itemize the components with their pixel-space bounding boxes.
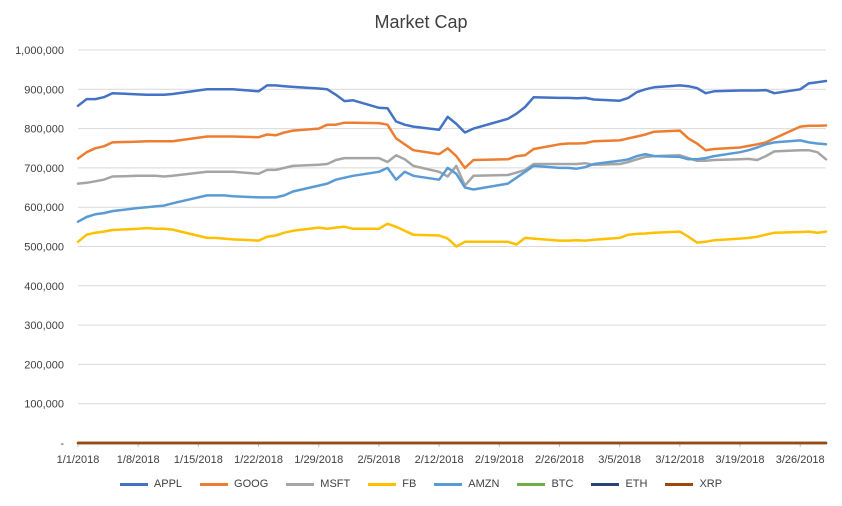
legend-item-appl: APPL: [119, 478, 183, 490]
y-tick-label: 600,000: [24, 202, 64, 214]
x-tick-label: 1/29/2018: [294, 454, 343, 466]
legend-label: FB: [402, 478, 417, 490]
legend-swatch: [119, 482, 148, 486]
x-tick-label: 3/5/2018: [598, 454, 641, 466]
legend-swatch: [434, 482, 463, 486]
series-line-goog: [76, 121, 828, 170]
legend-swatch: [665, 482, 694, 486]
y-tick-label: 500,000: [24, 242, 64, 254]
legend-swatch: [368, 482, 397, 486]
legend-item-eth: ETH: [591, 478, 647, 490]
x-tick-label: 1/22/2018: [234, 454, 283, 466]
x-tick-label: 2/12/2018: [415, 454, 464, 466]
y-tick-label: 100,000: [24, 399, 64, 411]
x-tick-label: 1/8/2018: [117, 454, 160, 466]
x-tick-label: 3/26/2018: [776, 454, 825, 466]
x-tick-label: 1/1/2018: [57, 454, 100, 466]
legend-label: AMZN: [468, 478, 500, 490]
legend-item-goog: GOOG: [200, 478, 268, 490]
legend-item-msft: MSFT: [286, 478, 350, 490]
y-tick-label: 200,000: [24, 359, 64, 371]
legend-item-btc: BTC: [517, 478, 573, 490]
chart-title: Market Cap: [374, 12, 468, 32]
legend-swatch: [591, 482, 620, 486]
x-tick-label: 3/12/2018: [655, 454, 704, 466]
y-tick-label: 900,000: [24, 84, 64, 96]
y-tick-label: 800,000: [24, 124, 64, 136]
legend-swatch: [200, 482, 229, 486]
x-tick-label: 2/19/2018: [475, 454, 524, 466]
x-tick-label: 3/19/2018: [716, 454, 765, 466]
legend-label: GOOG: [234, 478, 269, 490]
legend-swatch: [517, 482, 546, 486]
series-line-amzn: [76, 139, 828, 223]
y-tick-label: 400,000: [24, 281, 64, 293]
legend-label: APPL: [153, 478, 183, 490]
legend-label: BTC: [551, 478, 574, 490]
y-tick-label: -: [60, 438, 64, 450]
y-tick-label: 1,000,000: [15, 45, 64, 57]
series-line-appl: [76, 79, 828, 134]
legend-item-fb: FB: [368, 478, 416, 490]
legend-item-amzn: AMZN: [434, 478, 499, 490]
y-tick-label: 300,000: [24, 320, 64, 332]
y-tick-label: 700,000: [24, 163, 64, 175]
series-line-fb: [76, 222, 828, 248]
legend: APPL GOOG MSFT FB AMZN BTC ETH XRP: [0, 478, 842, 490]
legend-label: ETH: [625, 478, 648, 490]
legend-item-xrp: XRP: [665, 478, 722, 490]
x-tick-label: 2/26/2018: [535, 454, 584, 466]
x-tick-label: 1/15/2018: [174, 454, 223, 466]
legend-label: XRP: [699, 478, 723, 490]
legend-swatch: [286, 482, 315, 486]
legend-label: MSFT: [320, 478, 351, 490]
x-tick-label: 2/5/2018: [358, 454, 401, 466]
